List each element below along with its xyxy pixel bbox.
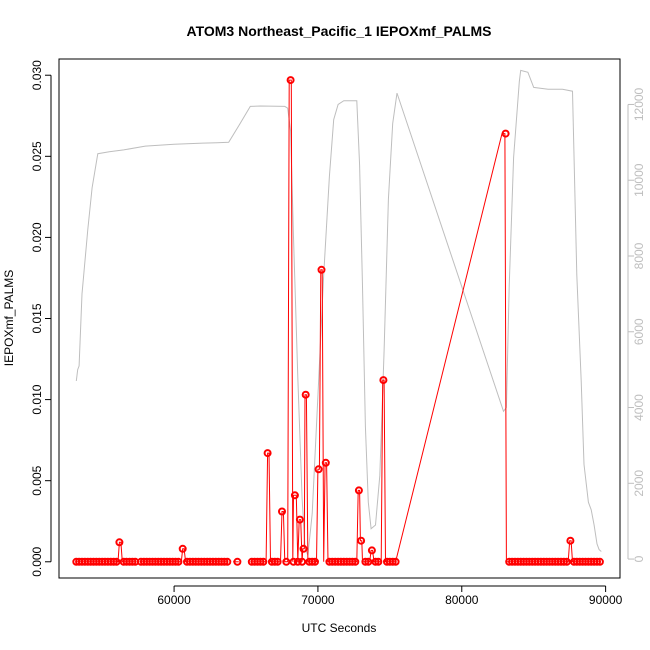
data-point xyxy=(308,557,317,566)
data-point xyxy=(374,557,383,566)
data-point xyxy=(178,544,187,553)
y2-axis: 0 2000 4000 6000 8000 10000 12000 xyxy=(627,87,646,562)
x-tick-label: 70000 xyxy=(301,593,335,607)
data-point xyxy=(559,557,568,566)
data-point xyxy=(256,557,265,566)
data-point xyxy=(348,557,357,566)
y-tick-label: 0.015 xyxy=(30,303,44,333)
chart-title: ATOM3 Northeast_Pacific_1 IEPOXmf_PALMS xyxy=(187,23,492,39)
y2-tick-label: 4000 xyxy=(632,394,646,421)
data-point xyxy=(299,544,308,553)
data-point xyxy=(593,557,601,566)
y-tick-label: 0.025 xyxy=(30,141,44,171)
y2-tick-label: 10000 xyxy=(632,163,646,197)
y2-tick-label: 8000 xyxy=(632,242,646,269)
data-point xyxy=(295,515,304,524)
y2-tick-label: 12000 xyxy=(632,87,646,121)
y-axis: 0.000 0.005 0.010 0.015 0.020 0.025 0.030 xyxy=(30,60,52,577)
data-point xyxy=(263,449,272,458)
data-point xyxy=(391,557,400,566)
data-point xyxy=(317,265,326,274)
data-point xyxy=(270,557,279,566)
y-tick-label: 0.005 xyxy=(30,465,44,495)
y-tick-label: 0.010 xyxy=(30,384,44,414)
series-line-3 xyxy=(250,79,600,563)
y2-tick-label: 0 xyxy=(632,555,646,562)
data-point xyxy=(223,557,232,566)
data-point xyxy=(233,557,242,566)
data-point xyxy=(311,557,319,566)
data-point xyxy=(379,376,388,385)
data-point xyxy=(273,557,282,566)
data-point xyxy=(286,76,295,85)
data-point xyxy=(282,557,291,566)
x-tick-label: 90000 xyxy=(589,593,623,607)
y-tick-label: 0.030 xyxy=(30,60,44,90)
data-point xyxy=(595,557,604,566)
x-tick-label: 80000 xyxy=(445,593,479,607)
plot-area xyxy=(72,69,604,566)
data-point xyxy=(351,557,360,566)
data-point xyxy=(278,507,286,516)
data-point xyxy=(371,557,380,566)
data-point xyxy=(388,557,397,566)
data-point xyxy=(220,557,229,566)
x-axis: 60000 70000 80000 90000 xyxy=(157,585,623,607)
data-point xyxy=(174,557,183,566)
data-point xyxy=(293,557,302,566)
data-point xyxy=(171,557,180,566)
altitude-line xyxy=(75,69,602,556)
data-point xyxy=(301,390,310,399)
data-point xyxy=(128,557,137,566)
plot-frame xyxy=(58,58,621,579)
data-point xyxy=(501,129,510,138)
y-tick-label: 0.020 xyxy=(30,222,44,252)
y2-tick-label: 6000 xyxy=(632,318,646,345)
data-point xyxy=(259,557,268,566)
y2-tick-label: 2000 xyxy=(632,470,646,497)
data-point xyxy=(321,458,330,467)
data-point xyxy=(298,557,307,566)
x-tick-label: 60000 xyxy=(157,593,191,607)
data-point xyxy=(367,546,376,555)
data-point xyxy=(289,557,298,566)
data-point xyxy=(566,536,575,545)
data-point xyxy=(314,465,323,474)
y-axis-label: IEPOXmf_PALMS xyxy=(2,270,16,366)
x-axis-label: UTC Seconds xyxy=(302,621,377,635)
y-tick-label: 0.000 xyxy=(30,546,44,576)
data-point xyxy=(112,557,121,566)
data-point xyxy=(364,557,373,566)
data-point xyxy=(290,491,299,500)
data-point xyxy=(357,536,366,545)
data-point xyxy=(361,557,370,566)
data-point xyxy=(115,538,124,547)
data-point xyxy=(354,486,363,495)
data-point xyxy=(109,557,118,566)
data-point xyxy=(562,557,571,566)
